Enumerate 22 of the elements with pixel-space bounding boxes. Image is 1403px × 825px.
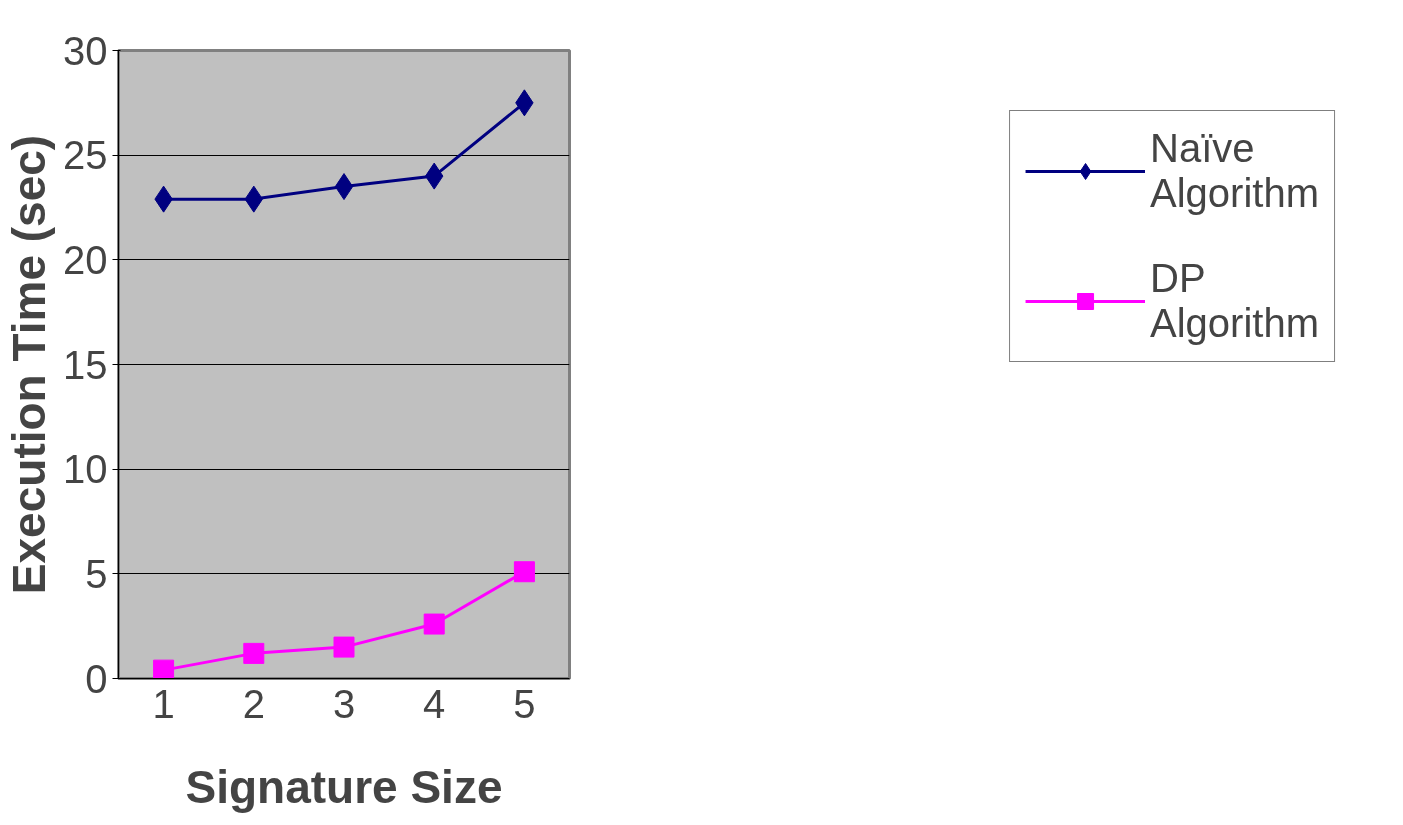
- point: [513, 561, 535, 583]
- y-tick-label: 10: [63, 447, 108, 492]
- point: [153, 659, 175, 679]
- x-tick-label: 2: [242, 681, 265, 726]
- x-tick-label: 3: [332, 681, 356, 726]
- y-tick-label: 25: [63, 133, 108, 178]
- point: [243, 642, 265, 664]
- legend-label: Naïve Algorithm: [1150, 126, 1319, 216]
- point: [334, 173, 354, 201]
- y-tick-label: 20: [63, 237, 108, 282]
- y-tick-label: 15: [63, 342, 108, 387]
- x-axis-title: Signature Size: [185, 760, 503, 813]
- x-tick-label: 5: [513, 681, 536, 726]
- y-tick-label: 0: [85, 656, 108, 701]
- y-axis-title: Execution Time (sec): [3, 134, 56, 595]
- x-tick-label: 1: [152, 681, 175, 726]
- x-tick-label: 4: [423, 681, 446, 726]
- y-tick-label: 5: [85, 551, 108, 596]
- y-tick-label: 30: [63, 28, 108, 73]
- legend-label: DP Algorithm: [1150, 256, 1319, 346]
- point: [333, 636, 355, 658]
- point: [423, 613, 445, 635]
